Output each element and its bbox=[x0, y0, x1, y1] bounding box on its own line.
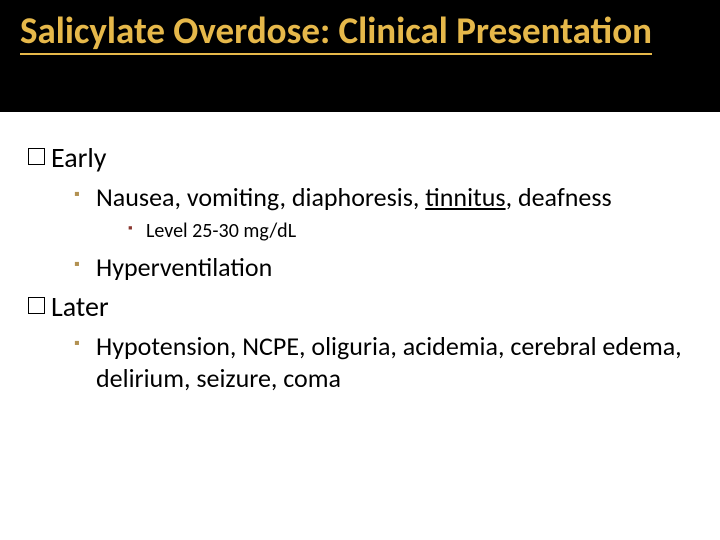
slide-title-wrap: Salicylate Overdose: Clinical Presentati… bbox=[20, 10, 652, 55]
slide-title: Salicylate Overdose: Clinical Presentati… bbox=[20, 8, 652, 55]
hollow-box-icon bbox=[28, 148, 45, 165]
hollow-box-icon bbox=[28, 297, 45, 314]
section-heading: Early bbox=[28, 140, 692, 175]
bullet-text-suffix: , deafness bbox=[506, 181, 612, 213]
section-heading-text: Later bbox=[51, 289, 109, 324]
bullet-text-prefix: Hyperventilation bbox=[96, 251, 272, 283]
sub-bullet-item: Level 25-30 mg/dL bbox=[128, 219, 692, 243]
bullet-item: Nausea, vomiting, diaphoresis, tinnitus,… bbox=[74, 181, 692, 213]
bullet-text-prefix: Nausea, vomiting, diaphoresis, bbox=[96, 181, 425, 213]
section-heading: Later bbox=[28, 289, 692, 324]
slide-header: Salicylate Overdose: Clinical Presentati… bbox=[0, 0, 720, 112]
bullet-text-prefix: Hypotension, NCPE, oliguria, acidemia, c… bbox=[96, 330, 682, 394]
bullet-item: Hypotension, NCPE, oliguria, acidemia, c… bbox=[74, 330, 692, 394]
sub-bullet-text: Level 25-30 mg/dL bbox=[146, 219, 296, 243]
slide-body: Early Nausea, vomiting, diaphoresis, tin… bbox=[0, 112, 720, 394]
bullet-text-underlined: tinnitus bbox=[425, 181, 505, 213]
section-heading-text: Early bbox=[51, 140, 106, 175]
bullet-item: Hyperventilation bbox=[74, 251, 692, 283]
